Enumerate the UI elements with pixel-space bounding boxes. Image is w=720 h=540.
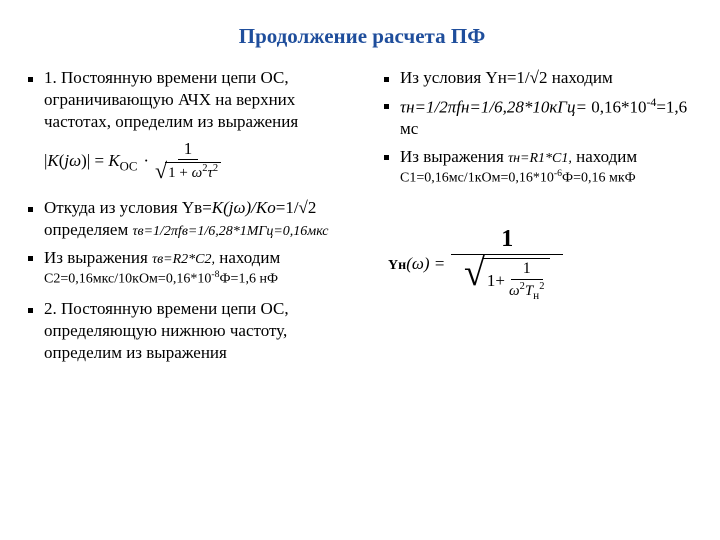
- left-c2-line: С2=0,16мкс/10кОм=0,16*10-8Ф=1,6 нФ: [44, 269, 360, 289]
- slide: Продолжение расчета ПФ 1. Постоянную вре…: [0, 0, 720, 540]
- lb3a: Из выражения: [44, 248, 152, 267]
- rb3a: Из выражения: [400, 147, 508, 166]
- right-column: Из условия Yн=1/√2 находим τн=1/2πfн=1/6…: [384, 67, 696, 370]
- formula-1: |K(jω)| = KOC · 1 √ 1 + ω2τ2: [44, 140, 360, 181]
- f2-lhs: Yн: [388, 258, 406, 273]
- dot: ·: [143, 151, 149, 171]
- lb2a: Откуда из условия Yв=: [44, 198, 212, 217]
- rb3e: Ф=0,16 мкФ: [562, 170, 636, 185]
- rb3d: С1=0,16мс/1кОм=0,16*10: [400, 170, 554, 185]
- f2-inner-den: ω2Tн2: [509, 280, 544, 299]
- f2-one: 1+: [487, 272, 505, 289]
- left-bullet-4: 2. Постоянную времени цепи ОС, определяю…: [28, 298, 360, 363]
- sqrt-icon-2: √: [464, 258, 485, 288]
- f2-sup: 2: [539, 281, 544, 292]
- rb2b: 0,16*10: [591, 97, 646, 116]
- f2-omega: (ω) =: [406, 254, 445, 273]
- right-bullet-3: Из выражения τн=R1*C1, находим С1=0,16мс…: [384, 146, 696, 187]
- lb2b: K(jω)/Kо: [212, 198, 276, 217]
- rb3b: τн=R1*C1,: [508, 151, 572, 166]
- right-bullet-2: τн=1/2πfн=1/6,28*10кГц= 0,16*10-4=1,6 мс: [384, 95, 696, 140]
- right-bullet-1: Из условия Yн=1/√2 находим: [384, 67, 696, 89]
- f2-inner-num: 1: [511, 261, 543, 280]
- lb2d: τв=1/2πfв=1/6,28*1МГц=0,16мкс: [132, 224, 328, 239]
- left-bullet-3: Из выражения τв=R2*C2, находим С2=0,16мк…: [28, 247, 360, 288]
- lb3c: находим: [215, 248, 280, 267]
- rb2a: τн=1/2πfн=1/6,28*10кГц=: [400, 97, 587, 116]
- rb3c: находим: [572, 147, 637, 166]
- k-oc-sub: OC: [120, 159, 138, 173]
- lb3b: τв=R2*C2,: [152, 252, 215, 267]
- rb2exp: -4: [646, 95, 656, 109]
- lb3e: Ф=1,6 нФ: [220, 271, 279, 286]
- f1-radicand: 1 + ω2τ2: [165, 162, 221, 181]
- columns: 1. Постоянную времени цепи ОС, ограничив…: [28, 67, 696, 370]
- lb3exp: -8: [211, 269, 219, 280]
- left-bullet-2: Откуда из условия Yв=K(jω)/Kо=1/√2 опред…: [28, 197, 360, 241]
- rb3exp: -6: [554, 168, 562, 179]
- left-column: 1. Постоянную времени цепи ОС, ограничив…: [28, 67, 360, 370]
- f1-num: 1: [178, 140, 199, 160]
- f2-num: 1: [451, 227, 563, 255]
- right-c1-line: С1=0,16мс/1кОм=0,16*10-6Ф=0,16 мкФ: [400, 168, 696, 188]
- slide-title: Продолжение расчета ПФ: [28, 24, 696, 49]
- formula-2: Yн(ω) = 1 √ 1+ 1 ω2Tн2: [388, 227, 696, 301]
- left-bullet-1: 1. Постоянную времени цепи ОС, ограничив…: [28, 67, 360, 132]
- lb3d: С2=0,16мкс/10кОм=0,16*10: [44, 271, 211, 286]
